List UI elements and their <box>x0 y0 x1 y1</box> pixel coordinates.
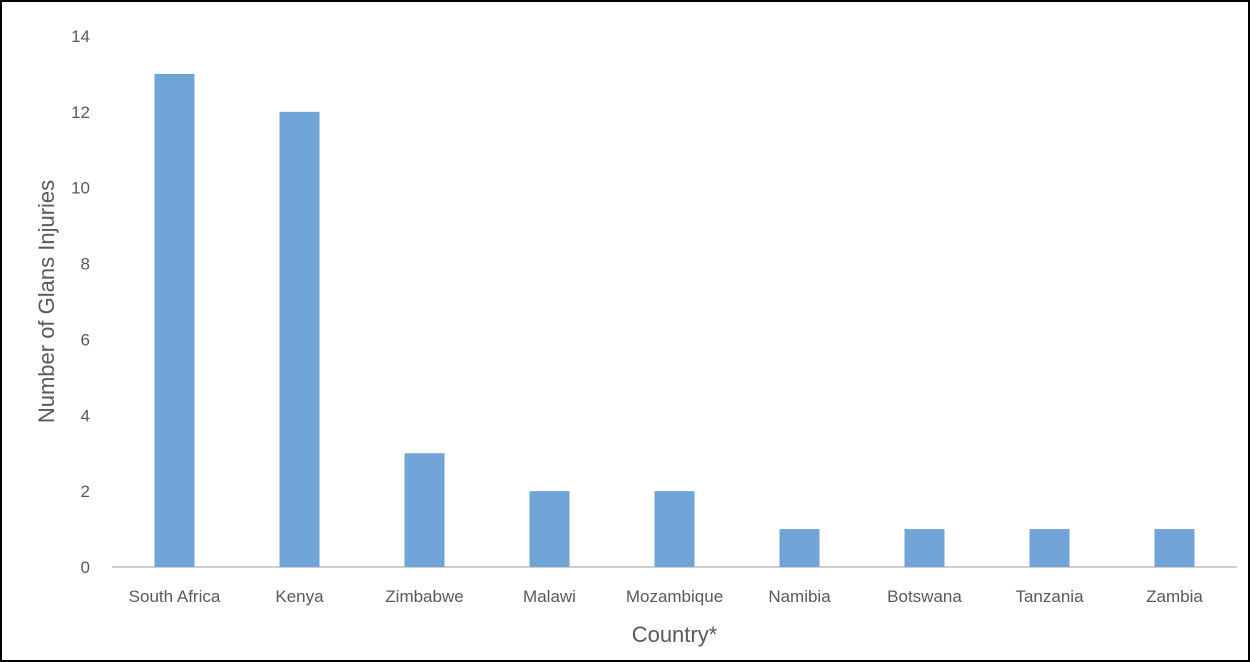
y-tick-label: 12 <box>71 103 90 122</box>
x-axis-ticks: South Africa Kenya Zimbabwe Malawi Mozambiqu… <box>129 587 1204 606</box>
y-tick-label: 0 <box>81 558 90 577</box>
bar <box>529 491 570 567</box>
x-tick-label: Botswana <box>887 587 962 606</box>
y-tick-label: 6 <box>81 330 90 349</box>
bar <box>779 529 820 567</box>
x-tick-label: Tanzania <box>1015 587 1084 606</box>
x-tick-label: Mozambique <box>626 587 723 606</box>
y-tick-label: 8 <box>81 255 90 274</box>
y-axis-ticks: 0 2 4 6 8 10 12 14 <box>71 27 90 577</box>
x-axis-title: Country* <box>632 622 718 647</box>
x-tick-label: South Africa <box>129 587 221 606</box>
x-tick-label: Malawi <box>523 587 576 606</box>
x-tick-label: Namibia <box>768 587 831 606</box>
x-tick-label: Zimbabwe <box>385 587 463 606</box>
y-axis-title: Number of Glans Injuries <box>34 180 59 423</box>
bar <box>154 73 195 567</box>
bar <box>654 491 695 567</box>
bar <box>404 453 445 567</box>
bar <box>1029 529 1070 567</box>
bar <box>904 529 945 567</box>
y-tick-label: 10 <box>71 179 90 198</box>
y-tick-label: 14 <box>71 27 90 46</box>
bar <box>279 111 320 567</box>
bars <box>154 73 1195 567</box>
x-tick-label: Zambia <box>1146 587 1203 606</box>
x-tick-label: Kenya <box>275 587 324 606</box>
bar <box>1154 529 1195 567</box>
y-tick-label: 2 <box>81 482 90 501</box>
y-tick-label: 4 <box>81 406 90 425</box>
